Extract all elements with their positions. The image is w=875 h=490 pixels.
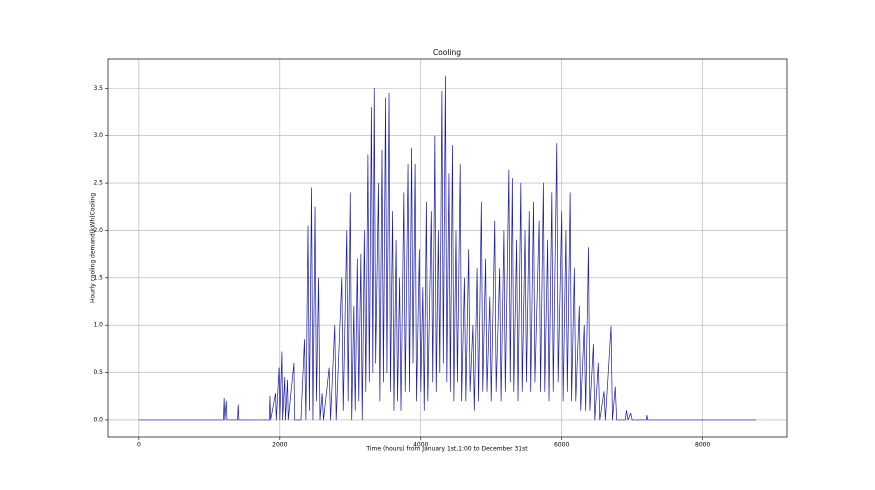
y-tick-label: 3.5 [93,85,103,92]
y-axis-label: Hourly cooling demand(kWh)Cooling [90,193,97,303]
x-tick-label: 6000 [554,442,569,449]
x-tick-label: 0 [137,442,141,449]
x-tick-label: 2000 [272,442,287,449]
x-tick-label: 8000 [695,442,710,449]
y-tick-label: 3.0 [93,132,103,139]
y-tick-label: 1.0 [93,322,103,329]
y-tick-label: 0.0 [93,416,103,423]
x-axis-label: Time (hours) from January 1st,1:00 to De… [365,446,528,453]
y-tick-label: 1.5 [93,274,103,281]
plot-frame [107,58,788,438]
x-tick-label: 4000 [413,442,428,449]
y-tick-label: 2.5 [93,180,103,187]
data-line [138,75,757,421]
y-tick-label: 2.0 [93,227,103,234]
chart-title: Cooling [433,48,461,57]
y-tick-label: 0.5 [93,369,103,376]
